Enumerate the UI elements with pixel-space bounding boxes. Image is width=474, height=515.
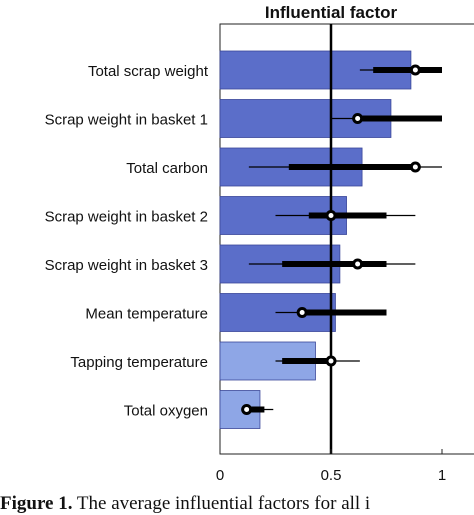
x-tick-label: 0 (216, 467, 224, 484)
median-marker-inner (299, 310, 305, 315)
median-marker-inner (412, 67, 418, 73)
category-label: Total carbon (126, 160, 208, 177)
category-label: Scrap weight in basket 2 (45, 209, 208, 226)
x-tick-label: 1 (438, 467, 446, 484)
median-marker-inner (412, 164, 418, 170)
category-label: Scrap weight in basket 3 (45, 257, 208, 274)
median-marker-inner (328, 358, 334, 364)
plot-frame (219, 23, 474, 455)
median-marker-inner (355, 116, 361, 121)
caption-text: The average influential factors for all … (76, 493, 371, 514)
category-label: Mean temperature (85, 306, 208, 323)
x-tick-label: 0.5 (321, 467, 342, 484)
chart-title: Influential factor (265, 3, 398, 22)
median-marker-inner (244, 407, 250, 412)
caption-label: Figure 1. (0, 493, 73, 514)
category-label: Tapping temperature (70, 354, 208, 371)
median-marker-inner (328, 213, 334, 218)
category-label: Total oxygen (124, 403, 208, 420)
category-label: Total scrap weight (88, 63, 209, 80)
category-label: Scrap weight in basket 1 (45, 112, 208, 129)
figure-caption: Figure 1. The average influential factor… (0, 493, 370, 515)
median-marker-inner (355, 261, 361, 267)
